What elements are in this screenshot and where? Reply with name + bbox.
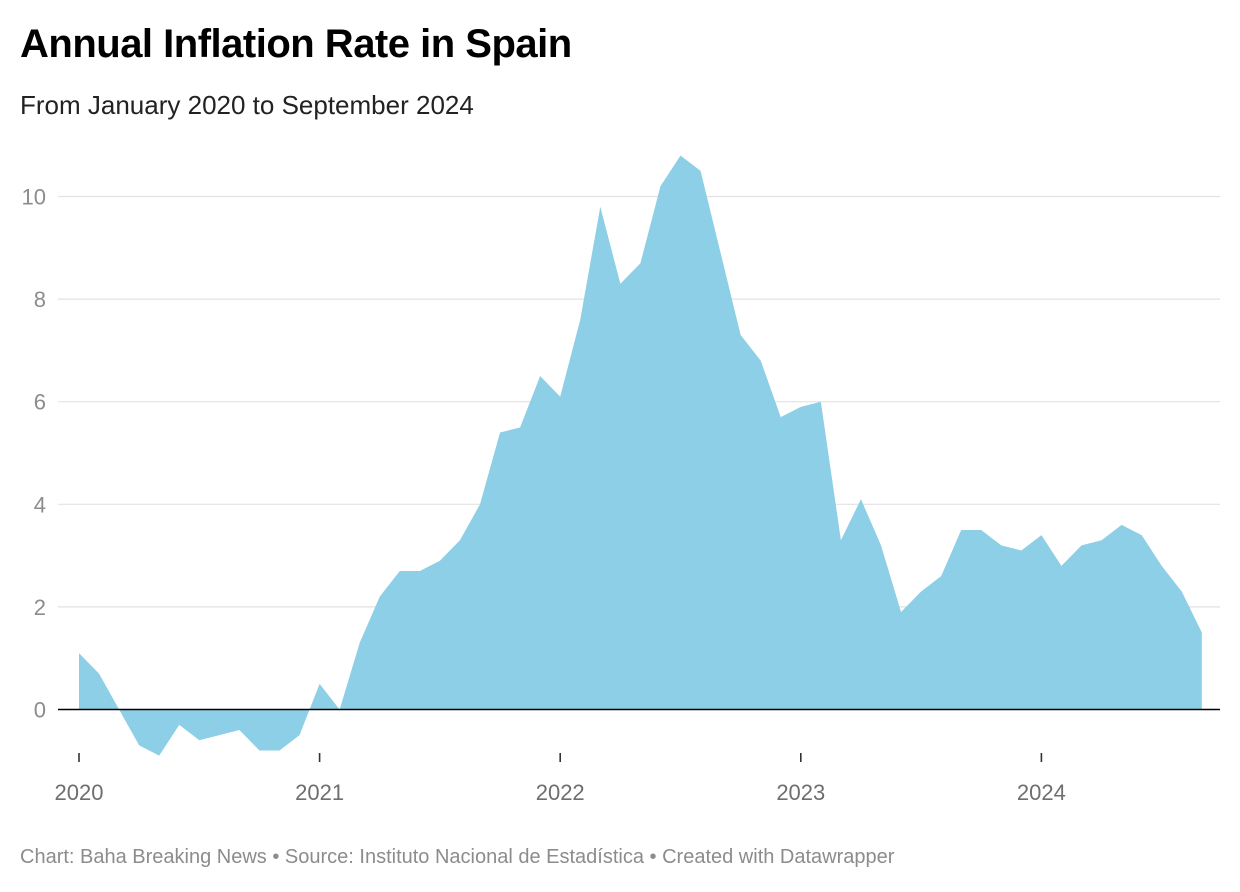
chart-credit: Chart: Baha Breaking News • Source: Inst… — [20, 846, 895, 868]
inflation-area — [79, 155, 1202, 756]
y-tick-label: 4 — [34, 492, 46, 517]
x-tick-label: 2022 — [536, 780, 585, 805]
y-tick-label: 8 — [34, 287, 46, 312]
y-axis-labels: 0 2 4 6 8 10 — [22, 185, 46, 723]
y-tick-label: 0 — [34, 698, 46, 723]
y-tick-label: 2 — [34, 595, 46, 620]
y-tick-label: 10 — [22, 185, 46, 210]
x-tick-label: 2020 — [55, 780, 104, 805]
x-tick-label: 2023 — [776, 780, 825, 805]
y-tick-label: 6 — [34, 390, 46, 415]
x-axis-labels: 2020 2021 2022 2023 2024 — [55, 780, 1066, 805]
chart-subtitle: From January 2020 to September 2024 — [20, 90, 474, 120]
x-tick-label: 2021 — [295, 780, 344, 805]
area-series — [79, 155, 1202, 756]
chart-title: Annual Inflation Rate in Spain — [20, 22, 572, 66]
x-tick-label: 2024 — [1017, 780, 1066, 805]
x-axis — [58, 708, 1220, 762]
